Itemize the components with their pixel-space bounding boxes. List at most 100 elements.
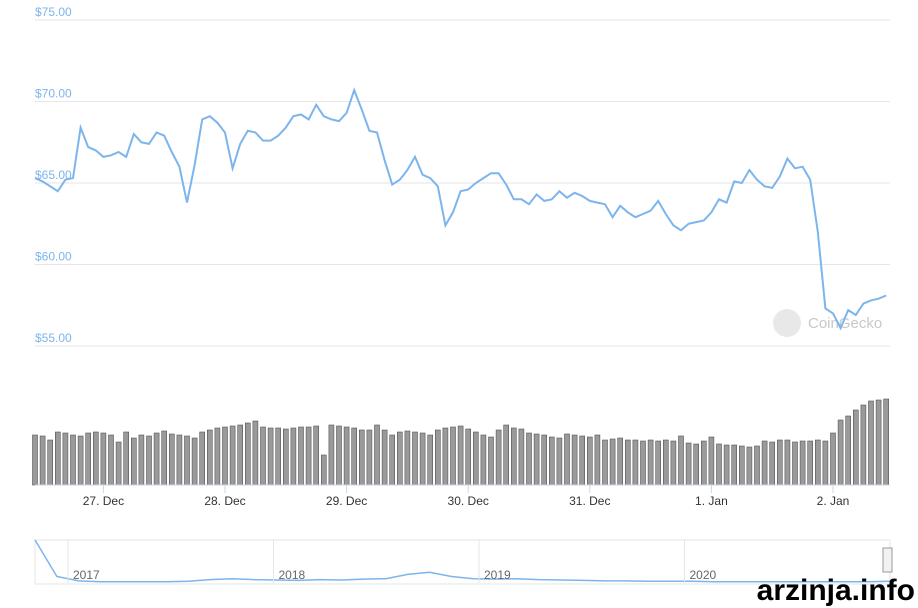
volume-bar [412, 431, 418, 486]
volume-bar [541, 434, 548, 486]
y-tick-label: $75.00 [35, 5, 72, 19]
volume-bar [450, 426, 456, 486]
volume-bar [495, 429, 502, 486]
volume-bar [245, 422, 251, 486]
watermark-logo [773, 309, 801, 337]
volume-bar [77, 435, 84, 486]
volume-bar [131, 437, 137, 486]
volume-bar [814, 439, 821, 486]
volume-bar [708, 436, 715, 486]
volume-bar [883, 398, 890, 486]
navigator-frame [34, 539, 891, 585]
volume-bar [640, 440, 646, 486]
volume-bar [313, 425, 320, 486]
volume-bar [586, 436, 593, 486]
volume-bar [837, 419, 844, 486]
volume-bar [792, 441, 798, 486]
x-tick-label: 31. Dec [569, 494, 610, 508]
volume-bar [860, 404, 867, 486]
volume-bar [754, 445, 760, 486]
volume-bar [761, 440, 768, 486]
volume-bar [123, 431, 129, 486]
volume-bar [381, 429, 388, 486]
y-tick-label: $60.00 [35, 250, 72, 264]
navigator-label: 2020 [690, 568, 717, 582]
volume-bar [108, 434, 114, 486]
volume-bar [510, 427, 517, 486]
x-tick-label: 27. Dec [83, 494, 124, 508]
volume-bar [54, 431, 61, 486]
volume-bar [32, 434, 38, 486]
volume-bar [214, 427, 221, 486]
volume-bar [442, 427, 449, 486]
volume-bar [472, 431, 479, 486]
site-mark: arzinja.info [757, 574, 915, 607]
volume-bar [457, 425, 464, 486]
volume-bar [153, 432, 160, 486]
volume-bar [275, 427, 282, 486]
volume-bar [115, 441, 122, 486]
volume-bar [320, 454, 327, 486]
volume-bar [207, 429, 213, 486]
volume-bar [138, 434, 145, 486]
volume-bar [776, 439, 783, 486]
volume-bar [716, 443, 722, 486]
volume-bar [70, 434, 76, 486]
volume-bar [738, 445, 745, 486]
volume-bar [252, 420, 259, 486]
x-tick-label: 2. Jan [817, 494, 850, 508]
volume-bar [146, 435, 152, 486]
volume-bar [47, 439, 54, 486]
volume-bar [237, 424, 243, 486]
volume-bar [822, 440, 829, 486]
navigator-label: 2018 [279, 568, 306, 582]
price-line [34, 87, 887, 331]
volume-bar [488, 436, 494, 486]
volume-bar [609, 438, 616, 486]
navigator-label: 2019 [484, 568, 511, 582]
volume-bar [784, 439, 791, 486]
volume-bar [685, 442, 692, 486]
volume-bar [799, 440, 806, 486]
volume-bar [518, 428, 525, 486]
volume-bar [602, 439, 608, 486]
volume-bar [358, 429, 365, 486]
volume-bar [548, 436, 555, 486]
volume-bar [655, 440, 662, 486]
volume-bar [290, 427, 297, 486]
volume-bar [191, 437, 198, 486]
volume-bar [647, 439, 654, 486]
volume-bar [746, 446, 753, 486]
volume-bar [419, 432, 426, 486]
volume-bar [199, 431, 205, 486]
volume-bar [351, 427, 358, 486]
volume-bar [594, 434, 601, 486]
volume-bar [366, 429, 373, 486]
volume-bar [434, 429, 441, 486]
volume-bar [533, 433, 540, 486]
volume-bar [389, 434, 396, 486]
volume-bar [62, 432, 69, 486]
volume-bar [169, 433, 175, 486]
volume-bar [427, 434, 434, 486]
navigator-handle[interactable] [882, 547, 893, 573]
volume-bar [85, 432, 91, 486]
volume-bar [830, 432, 836, 486]
volume-bar [617, 437, 624, 486]
volume-bar [184, 435, 190, 486]
volume-bar [571, 434, 578, 486]
volume-bar [404, 430, 411, 486]
navigator-line [34, 539, 891, 583]
volume-bar [229, 425, 236, 486]
volume-bar [267, 427, 274, 486]
volume-bar [39, 435, 46, 486]
volume-bar [503, 424, 510, 486]
volume-bar [632, 439, 639, 486]
volume-bar [852, 409, 859, 486]
navigator-label: 2017 [73, 568, 100, 582]
volume-bar [480, 434, 487, 486]
volume-bar [465, 428, 472, 486]
x-tick-label: 1. Jan [695, 494, 728, 508]
